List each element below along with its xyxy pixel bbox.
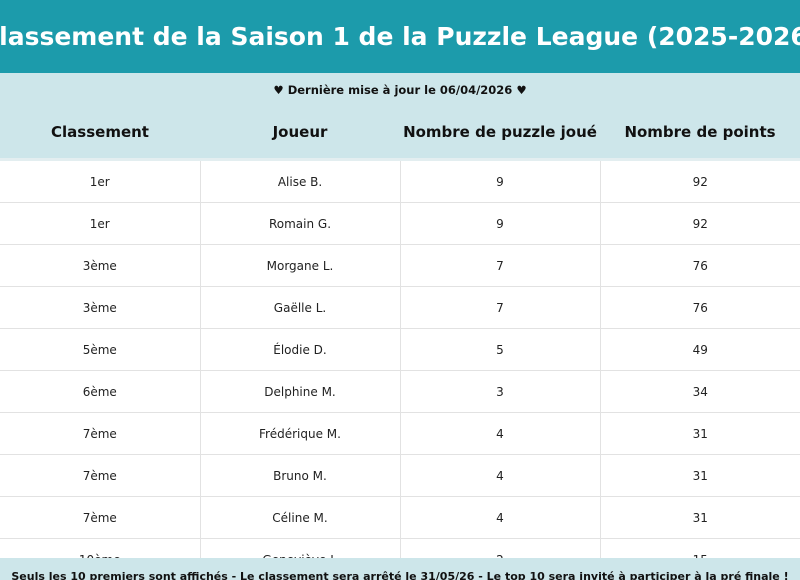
table-cell: Élodie D. xyxy=(199,328,401,371)
table-row: 1er Alise B. 9 92 xyxy=(0,159,800,203)
table-cell: Bruno M. xyxy=(199,454,401,497)
table-body: 1er Alise B. 9 92 1er Romain G. 9 92 3ème Morgane… xyxy=(0,159,800,580)
table-cell: 7ème xyxy=(0,412,201,455)
table-cell: 7ème xyxy=(0,496,201,539)
table-cell: Céline M. xyxy=(199,496,401,539)
table-row: 7ème Frédérique M. 4 31 xyxy=(0,412,800,455)
footer-note: Seuls les 10 premiers sont affichés - Le… xyxy=(0,558,800,580)
column-header: Nombre de puzzle joué xyxy=(400,106,600,161)
table-cell: 3ème xyxy=(0,286,201,329)
table-cell: 4 xyxy=(399,496,601,539)
update-date: ♥ Dernière mise à jour le 06/04/2026 ♥ xyxy=(0,73,800,106)
table-cell: 34 xyxy=(599,370,800,413)
table-cell: 5ème xyxy=(0,328,201,371)
ranking-table: Classement Joueur Nombre de puzzle joué Nom… xyxy=(0,106,800,580)
table-cell: Romain G. xyxy=(199,202,401,245)
table-cell: Alise B. xyxy=(199,159,401,203)
table-cell: 31 xyxy=(599,496,800,539)
table-cell: 31 xyxy=(599,412,800,455)
table-row: 5ème Élodie D. 5 49 xyxy=(0,328,800,371)
table-cell: Delphine M. xyxy=(199,370,401,413)
table-row: 3ème Morgane L. 7 76 xyxy=(0,244,800,287)
table-cell: 4 xyxy=(399,412,601,455)
table-cell: Morgane L. xyxy=(199,244,401,287)
table-row: 1er Romain G. 9 92 xyxy=(0,202,800,245)
table-cell: 92 xyxy=(599,202,800,245)
table-row: 7ème Bruno M. 4 31 xyxy=(0,454,800,497)
table-cell: 7 xyxy=(399,286,601,329)
table-cell: 1er xyxy=(0,202,201,245)
table-row: 6ème Delphine M. 3 34 xyxy=(0,370,800,413)
table-cell: 76 xyxy=(599,244,800,287)
table-cell: 49 xyxy=(599,328,800,371)
title: Classement de la Saison 1 de la Puzzle L… xyxy=(0,0,800,73)
header-row: Classement Joueur Nombre de puzzle joué Nom… xyxy=(0,106,800,161)
column-header: Joueur xyxy=(200,106,400,161)
table-cell: Gaëlle L. xyxy=(199,286,401,329)
table-cell: 7 xyxy=(399,244,601,287)
table-cell: 9 xyxy=(399,159,601,203)
table-row: 3ème Gaëlle L. 7 76 xyxy=(0,286,800,329)
column-header: Nombre de points xyxy=(600,106,800,161)
table-cell: 9 xyxy=(399,202,601,245)
table-cell: 3ème xyxy=(0,244,201,287)
table-cell: 92 xyxy=(599,159,800,203)
table-cell: 76 xyxy=(599,286,800,329)
column-header: Classement xyxy=(0,106,200,161)
table-cell: 4 xyxy=(399,454,601,497)
table-cell: 3 xyxy=(399,370,601,413)
table-row: 7ème Céline M. 4 31 xyxy=(0,496,800,539)
table-cell: 31 xyxy=(599,454,800,497)
table-cell: 5 xyxy=(399,328,601,371)
table-cell: 1er xyxy=(0,159,201,203)
table-cell: Frédérique M. xyxy=(199,412,401,455)
table-cell: 7ème xyxy=(0,454,201,497)
table-cell: 6ème xyxy=(0,370,201,413)
